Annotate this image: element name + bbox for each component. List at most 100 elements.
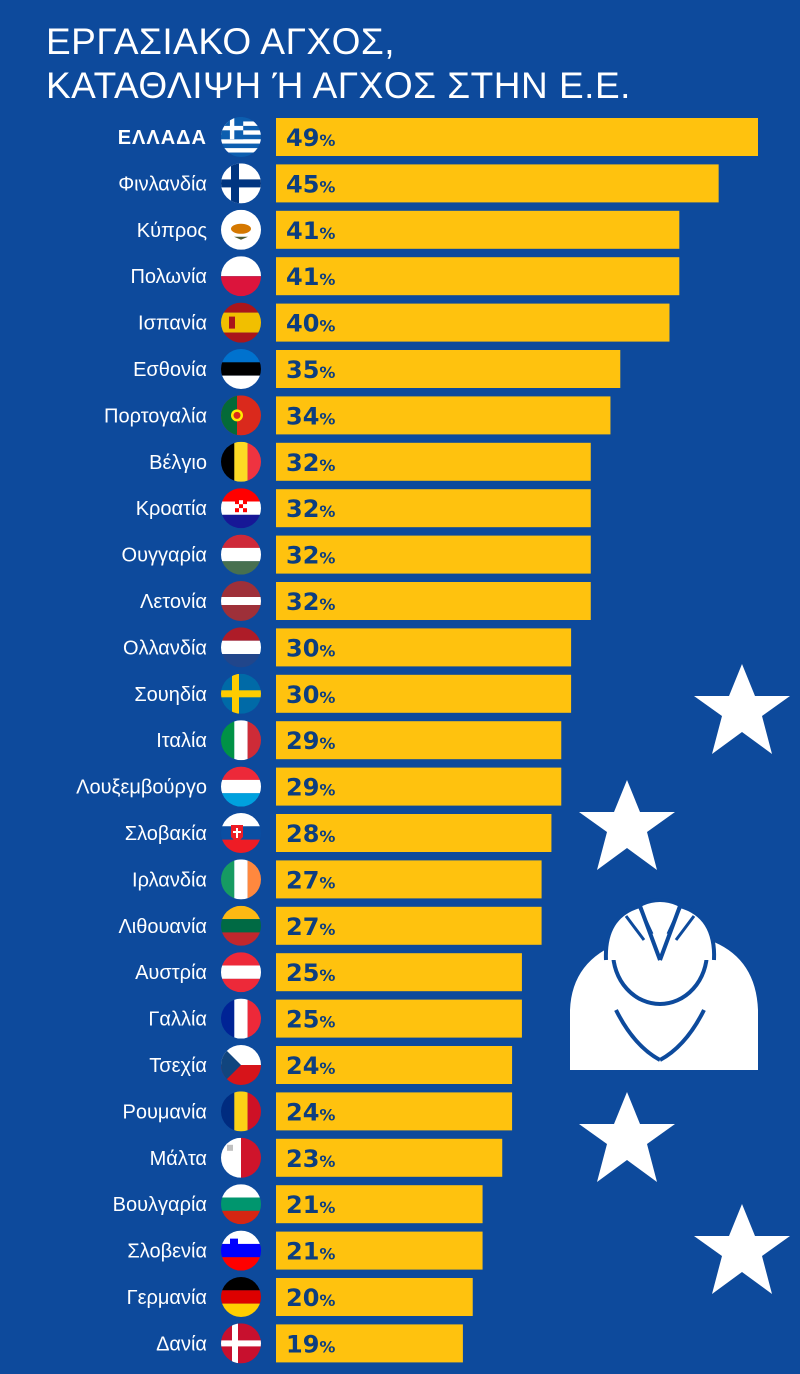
chart-row: Τσεχία 24% bbox=[149, 1045, 513, 1085]
value-label: 45% bbox=[286, 170, 335, 198]
country-label: Πορτογαλία bbox=[104, 405, 207, 427]
value-unit: % bbox=[319, 873, 335, 892]
flag-greece-icon bbox=[221, 117, 261, 157]
chart-row: Γαλλία 25% bbox=[148, 998, 522, 1039]
value-unit: % bbox=[319, 456, 335, 475]
value-number: 21 bbox=[286, 1238, 319, 1266]
value-label: 25% bbox=[286, 959, 335, 987]
decorations bbox=[570, 664, 790, 1294]
bar bbox=[276, 118, 758, 156]
country-label: Ρουμανία bbox=[123, 1101, 208, 1123]
country-label: Δανία bbox=[156, 1333, 207, 1355]
country-label: Ουγγαρία bbox=[122, 545, 207, 567]
value-label: 30% bbox=[286, 681, 335, 709]
chart-row: Λιθουανία 27% bbox=[118, 905, 542, 946]
country-label: Γερμανία bbox=[127, 1287, 207, 1309]
chart-row: Ρουμανία 24% bbox=[123, 1091, 513, 1132]
chart-row: Δανία 19% bbox=[156, 1323, 463, 1364]
value-number: 32 bbox=[286, 588, 319, 616]
chart-row: Ουγγαρία 32% bbox=[122, 534, 591, 575]
value-unit: % bbox=[319, 1337, 335, 1356]
flag-bulgaria-icon bbox=[221, 1184, 261, 1225]
chart-title: ΕΡΓΑΣΙΑΚΟ ΑΓΧΟΣ, ΚΑΤΑΘΛΙΨΗ Ή ΑΓΧΟΣ ΣΤΗΝ … bbox=[46, 20, 631, 108]
flag-austria-icon bbox=[221, 952, 261, 993]
value-label: 35% bbox=[286, 356, 335, 384]
bar bbox=[276, 535, 591, 574]
value-unit: % bbox=[319, 502, 335, 521]
chart-row: Φινλανδία 45% bbox=[118, 163, 719, 204]
value-label: 29% bbox=[286, 774, 335, 802]
value-number: 28 bbox=[286, 820, 319, 848]
chart-row: Βέλγιο 32% bbox=[149, 441, 591, 482]
value-number: 24 bbox=[286, 1052, 319, 1080]
bar bbox=[276, 999, 522, 1038]
country-label: Λετονία bbox=[140, 591, 207, 613]
value-number: 32 bbox=[286, 449, 319, 477]
flag-denmark-icon bbox=[221, 1323, 261, 1364]
country-label: Σουηδία bbox=[134, 684, 207, 706]
country-label: Αυστρία bbox=[135, 962, 207, 984]
value-label: 28% bbox=[286, 820, 335, 848]
flag-spain-icon bbox=[221, 302, 261, 343]
value-label: 23% bbox=[286, 1145, 335, 1173]
value-number: 24 bbox=[286, 1098, 319, 1126]
value-unit: % bbox=[319, 1105, 335, 1124]
value-label: 49% bbox=[286, 124, 335, 152]
chart-row: Αυστρία 25% bbox=[135, 952, 522, 993]
value-label: 21% bbox=[286, 1191, 335, 1219]
flag-ireland-icon bbox=[221, 859, 261, 900]
value-number: 40 bbox=[286, 310, 319, 338]
value-unit: % bbox=[319, 1245, 335, 1264]
value-unit: % bbox=[319, 317, 335, 336]
chart-rows: ΕΛΛΑΔΑ 49% Φινλανδία 45% Κύπρος 41% Πολωνία 41%… bbox=[76, 117, 758, 1364]
title-line-2: ΚΑΤΑΘΛΙΨΗ Ή ΑΓΧΟΣ ΣΤΗΝ Ε.Ε. bbox=[46, 65, 631, 106]
country-label: Κροατία bbox=[136, 498, 207, 520]
flag-romania-icon bbox=[221, 1091, 261, 1132]
chart-row: Μάλτα 23% bbox=[150, 1137, 503, 1178]
value-number: 49 bbox=[286, 124, 319, 152]
bar bbox=[276, 164, 719, 203]
chart-row: Σλοβενία 21% bbox=[127, 1230, 483, 1271]
value-unit: % bbox=[319, 224, 335, 243]
value-label: 32% bbox=[286, 542, 335, 570]
value-unit: % bbox=[319, 920, 335, 939]
chart-row: Σλοβακία 28% bbox=[125, 813, 552, 853]
value-label: 32% bbox=[286, 495, 335, 523]
country-label: Κύπρος bbox=[137, 220, 208, 242]
value-number: 30 bbox=[286, 681, 319, 709]
value-unit: % bbox=[319, 641, 335, 660]
bar bbox=[276, 396, 611, 435]
value-label: 25% bbox=[286, 1006, 335, 1034]
star-icon bbox=[694, 664, 790, 754]
value-label: 40% bbox=[286, 310, 335, 338]
value-unit: % bbox=[319, 734, 335, 753]
country-label: Γαλλία bbox=[148, 1009, 207, 1031]
value-number: 27 bbox=[286, 866, 319, 894]
value-number: 25 bbox=[286, 959, 319, 987]
country-label: Τσεχία bbox=[149, 1055, 207, 1077]
country-label: Ισπανία bbox=[138, 313, 207, 335]
value-unit: % bbox=[319, 1059, 335, 1078]
bar bbox=[276, 1231, 483, 1270]
value-unit: % bbox=[319, 177, 335, 196]
value-number: 20 bbox=[286, 1284, 319, 1312]
value-label: 19% bbox=[286, 1330, 335, 1358]
value-number: 27 bbox=[286, 913, 319, 941]
star-icon bbox=[579, 780, 675, 870]
country-label: Μάλτα bbox=[150, 1148, 207, 1170]
bar bbox=[276, 1092, 513, 1131]
value-number: 32 bbox=[286, 495, 319, 523]
chart-row: Εσθονία 35% bbox=[133, 349, 621, 389]
bar bbox=[276, 1046, 513, 1084]
flag-germany-icon bbox=[221, 1277, 261, 1317]
flag-belgium-icon bbox=[221, 441, 261, 482]
value-label: 24% bbox=[286, 1052, 335, 1080]
country-label: Ολλανδία bbox=[123, 637, 207, 659]
value-label: 41% bbox=[286, 263, 335, 291]
value-label: 20% bbox=[286, 1284, 335, 1312]
value-unit: % bbox=[319, 409, 335, 428]
bar bbox=[276, 1324, 463, 1363]
value-unit: % bbox=[319, 131, 335, 150]
bar bbox=[276, 1278, 473, 1316]
